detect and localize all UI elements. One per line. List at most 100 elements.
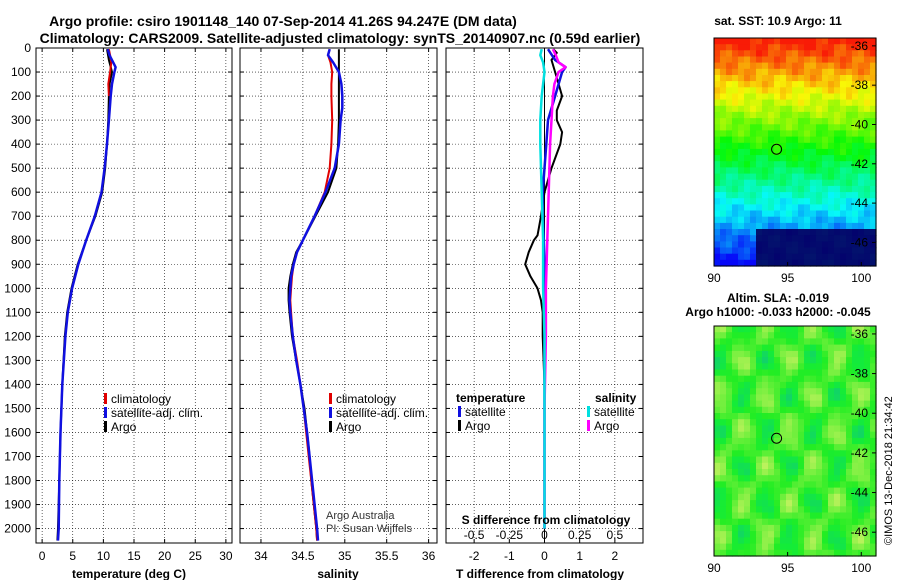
map-1-cell — [786, 493, 793, 501]
map-1-cell — [774, 400, 781, 408]
map-1-cell — [732, 381, 739, 389]
map-0-cell — [798, 56, 805, 64]
map-0-cell — [750, 192, 757, 199]
map-1-cell — [774, 531, 781, 538]
map-1-cell — [774, 481, 781, 489]
map-1-cell — [732, 419, 739, 426]
map-0-cell — [738, 222, 745, 230]
salinity-difference-tick-label: -0.5 — [464, 528, 485, 542]
map-1-cell — [846, 506, 853, 514]
map-0-cell — [846, 105, 853, 113]
map-0-cell — [738, 62, 745, 70]
map-0-cell — [720, 155, 727, 162]
map-0-cell — [714, 142, 721, 150]
map-0-cell — [810, 198, 817, 205]
map-1-cell — [780, 481, 787, 489]
map-1-cell — [744, 369, 751, 377]
map-1-cell — [870, 375, 877, 383]
map-1-cell — [768, 444, 775, 451]
map-1-cell — [804, 375, 811, 383]
map-1-cell — [768, 537, 775, 545]
map-1-cell — [816, 549, 823, 557]
map-0-cell — [852, 44, 859, 51]
map-0-cell — [846, 229, 853, 236]
map-0-cell — [846, 235, 853, 242]
map-1-cell — [840, 431, 847, 439]
map-0-cell — [828, 81, 835, 88]
map-0-cell — [816, 148, 823, 156]
map-1-cell — [840, 475, 847, 482]
map-0-cell — [822, 216, 829, 224]
map-0-cell — [870, 185, 877, 193]
map-0-cell — [834, 155, 841, 162]
map-1-cell — [780, 543, 787, 551]
map-0-cell — [768, 204, 775, 212]
map-1-cell — [864, 549, 871, 557]
map-1-cell — [738, 332, 745, 339]
map-1-cell — [828, 394, 835, 402]
map-1-cell — [798, 437, 805, 445]
map-0-cell — [744, 111, 751, 119]
map-1-cell — [840, 375, 847, 383]
map-1-cell — [828, 375, 835, 383]
map-0-cell — [840, 173, 847, 181]
map-0-cell — [810, 118, 817, 125]
map-0-cell — [726, 198, 733, 205]
map-0-cell — [756, 148, 763, 156]
map-0-cell — [744, 75, 751, 82]
map-1-cell — [732, 338, 739, 346]
map-0-cell — [714, 241, 721, 249]
map-0-cell — [744, 99, 751, 107]
map-0-cell — [870, 198, 877, 205]
map-0-cell — [786, 75, 793, 82]
map-1-cell — [870, 444, 877, 451]
map-1-cell — [768, 381, 775, 389]
map-0-cell — [792, 229, 799, 236]
map-1-cell — [816, 406, 823, 414]
map-0-cell — [864, 259, 871, 267]
map-0-cell — [786, 241, 793, 249]
map-0-cell — [762, 167, 769, 175]
map-1-cell — [780, 419, 787, 426]
map-0-cell — [810, 130, 817, 138]
depth-tick-label: 500 — [11, 161, 31, 175]
map-0-cell — [762, 235, 769, 242]
map-1-cell — [714, 369, 721, 377]
map-0-cell — [816, 179, 823, 187]
map-1-cell — [732, 549, 739, 557]
map-1-cell — [822, 518, 829, 526]
map-1-cell — [804, 500, 811, 507]
map-1-cell — [810, 437, 817, 445]
depth-tick-label: 600 — [11, 185, 31, 199]
map-0-cell — [762, 155, 769, 162]
map-0-cell — [780, 167, 787, 175]
map-1-cell — [756, 518, 763, 526]
map-1-cell — [804, 326, 811, 333]
map-1-cell — [870, 406, 877, 414]
map-1-cell — [834, 537, 841, 545]
map-1-cell — [750, 512, 757, 520]
map-1-cell — [822, 375, 829, 383]
map-1-cell — [750, 400, 757, 408]
map-1-cell — [834, 425, 841, 433]
map-1-cell — [768, 531, 775, 538]
map-1-cell — [750, 500, 757, 507]
map-1-cell — [762, 524, 769, 532]
map-1-cell — [834, 437, 841, 445]
salinity-axis-label: salinity — [317, 567, 359, 580]
map-1-cell — [786, 518, 793, 526]
map-0-cell — [786, 111, 793, 119]
map-0-cell — [732, 124, 739, 132]
map-1-cell — [738, 357, 745, 364]
map-0-frame — [713, 37, 877, 267]
map-0-cell — [858, 81, 865, 88]
map-1-cell — [738, 493, 745, 501]
map-1-cell — [816, 493, 823, 501]
map-0-cell — [768, 179, 775, 187]
map-0-cell — [750, 105, 757, 113]
map-1-cell — [846, 524, 853, 532]
map-1-cell — [780, 450, 787, 458]
map-0-cell — [762, 105, 769, 113]
map-0-cell — [774, 216, 781, 224]
map-1-cell — [798, 524, 805, 532]
